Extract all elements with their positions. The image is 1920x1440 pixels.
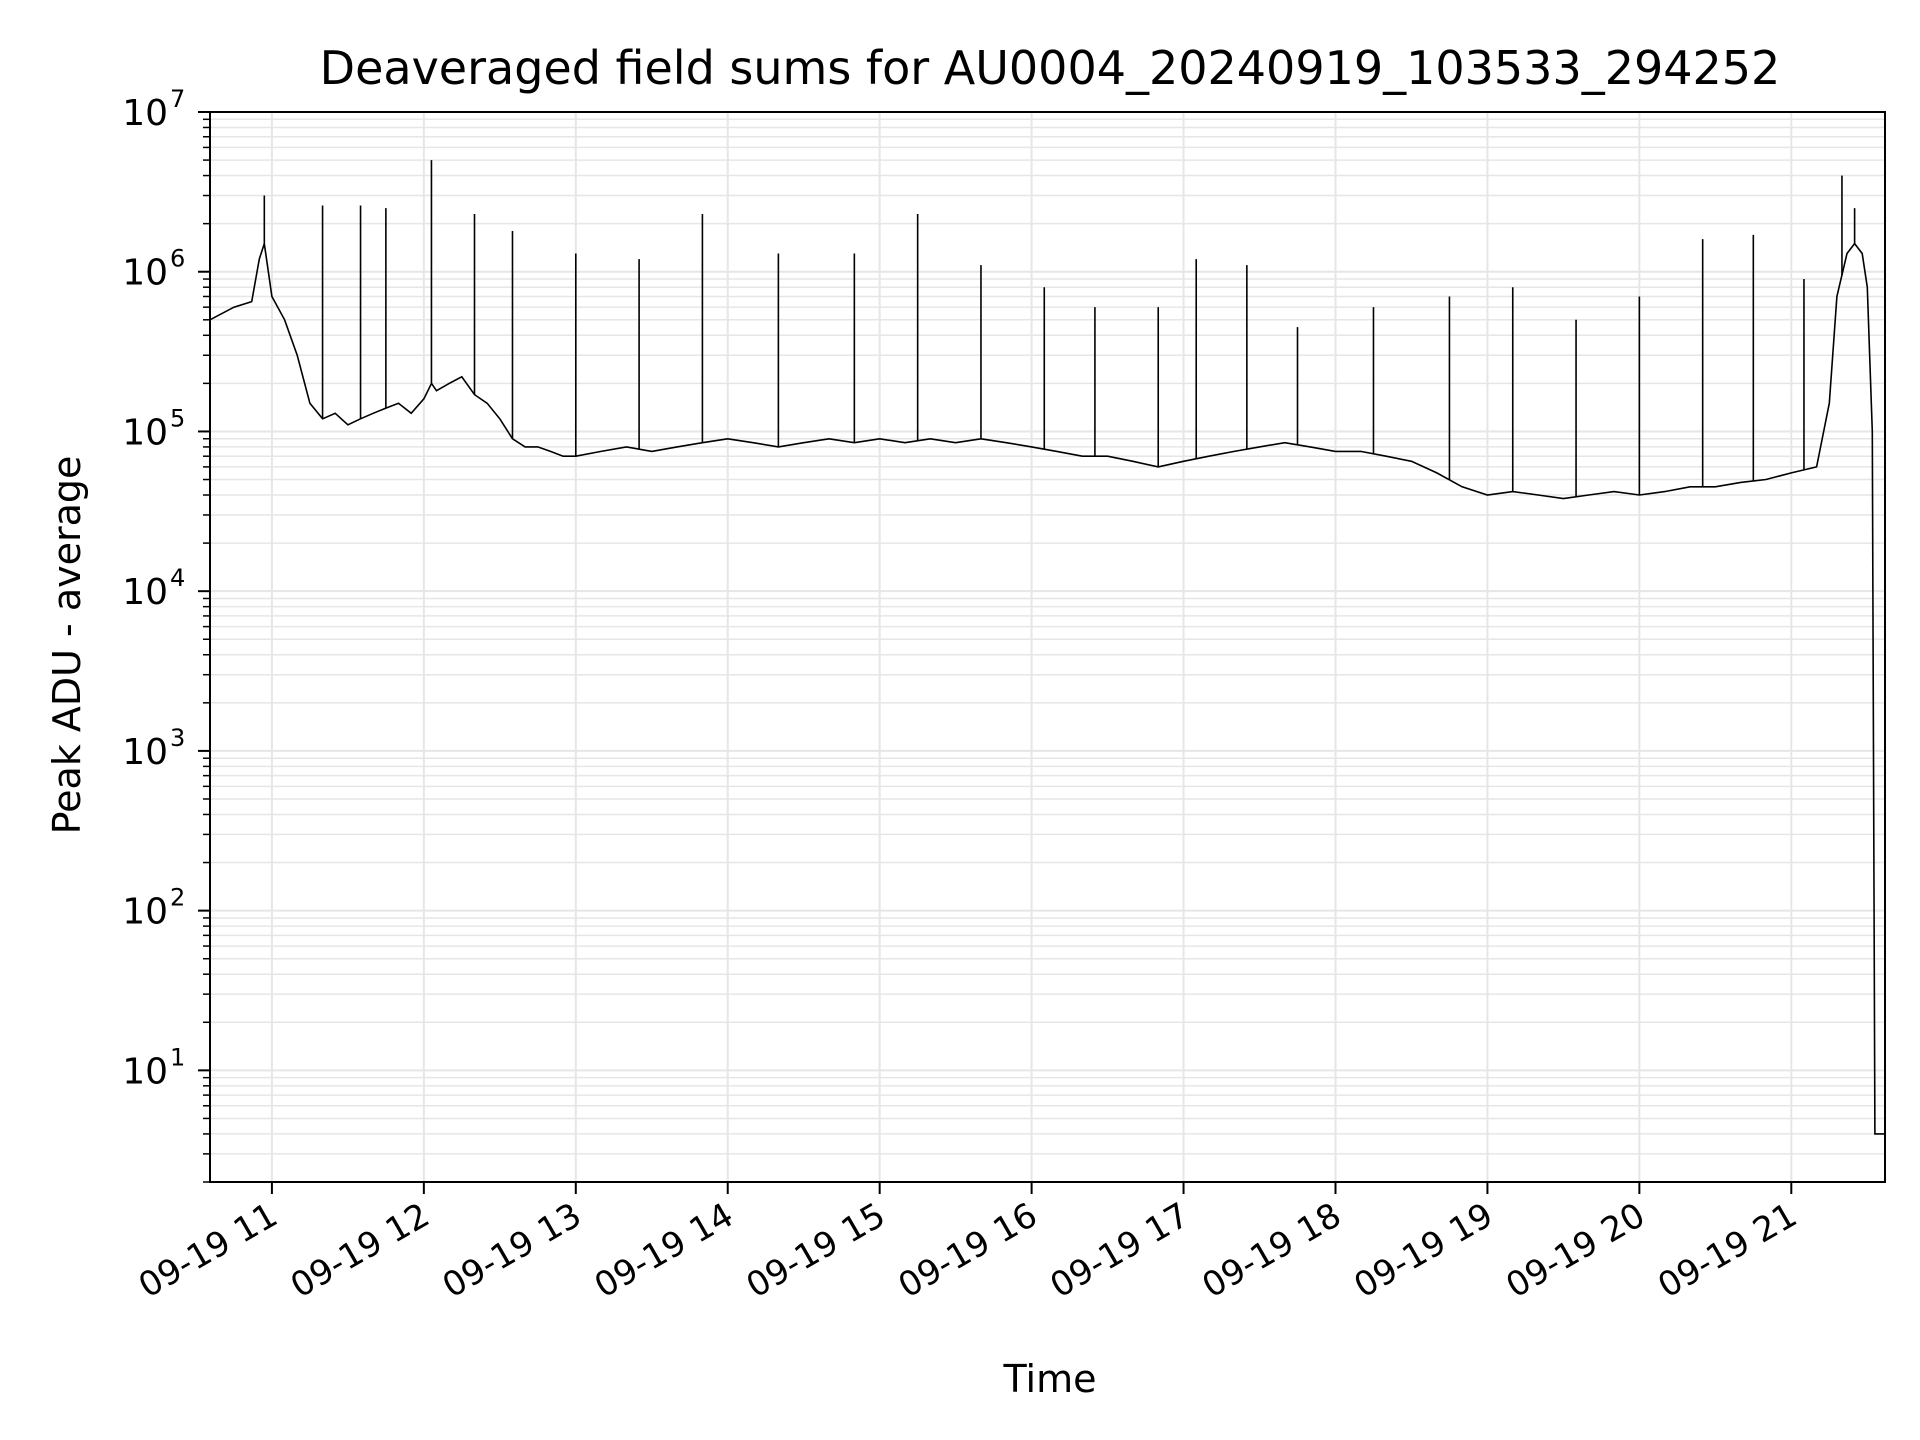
series-line [209, 242, 1885, 1135]
y-tick-label: 10 [122, 412, 168, 453]
y-tick-label: 10 [122, 572, 168, 613]
series-layer [209, 160, 1885, 1135]
y-tick-exponent: 6 [170, 245, 185, 273]
x-tick-label: 09-19 17 [1044, 1195, 1196, 1306]
x-tick-label: 09-19 21 [1651, 1195, 1803, 1306]
x-axis-label: Time [1003, 1357, 1097, 1401]
y-tick-label: 10 [122, 93, 168, 134]
x-tick-label: 09-19 16 [892, 1195, 1044, 1306]
x-tick-label: 09-19 15 [740, 1195, 892, 1306]
y-axis-label: Peak ADU - average [45, 456, 89, 835]
x-tick-label: 09-19 12 [284, 1195, 436, 1306]
y-tick-label: 10 [122, 1051, 168, 1092]
y-tick-label: 10 [122, 253, 168, 294]
chart-title: Deaveraged field sums for AU0004_2024091… [320, 41, 1781, 95]
y-tick-exponent: 5 [170, 404, 185, 432]
plot-frame [209, 111, 1886, 1183]
y-tick-label: 10 [122, 892, 168, 933]
y-tick-exponent: 3 [170, 724, 185, 752]
x-tick-label: 09-19 11 [132, 1195, 284, 1306]
x-tick-label: 09-19 19 [1348, 1195, 1500, 1306]
x-tick-label: 09-19 18 [1196, 1195, 1348, 1306]
y-tick-exponent: 1 [170, 1043, 185, 1071]
x-tick-label: 09-19 20 [1499, 1195, 1651, 1306]
x-tick-label: 09-19 14 [588, 1195, 740, 1306]
y-tick-exponent: 2 [170, 884, 185, 912]
x-tick-label: 09-19 13 [436, 1195, 588, 1306]
grid-lines [210, 111, 1885, 1183]
y-tick-label: 10 [122, 732, 168, 773]
y-tick-exponent: 7 [170, 85, 185, 113]
y-tick-exponent: 4 [170, 564, 185, 592]
x-axis-ticks: 09-19 11 09-19 12 09-19 13 09-19 14 09-19 15… [132, 1182, 1804, 1306]
